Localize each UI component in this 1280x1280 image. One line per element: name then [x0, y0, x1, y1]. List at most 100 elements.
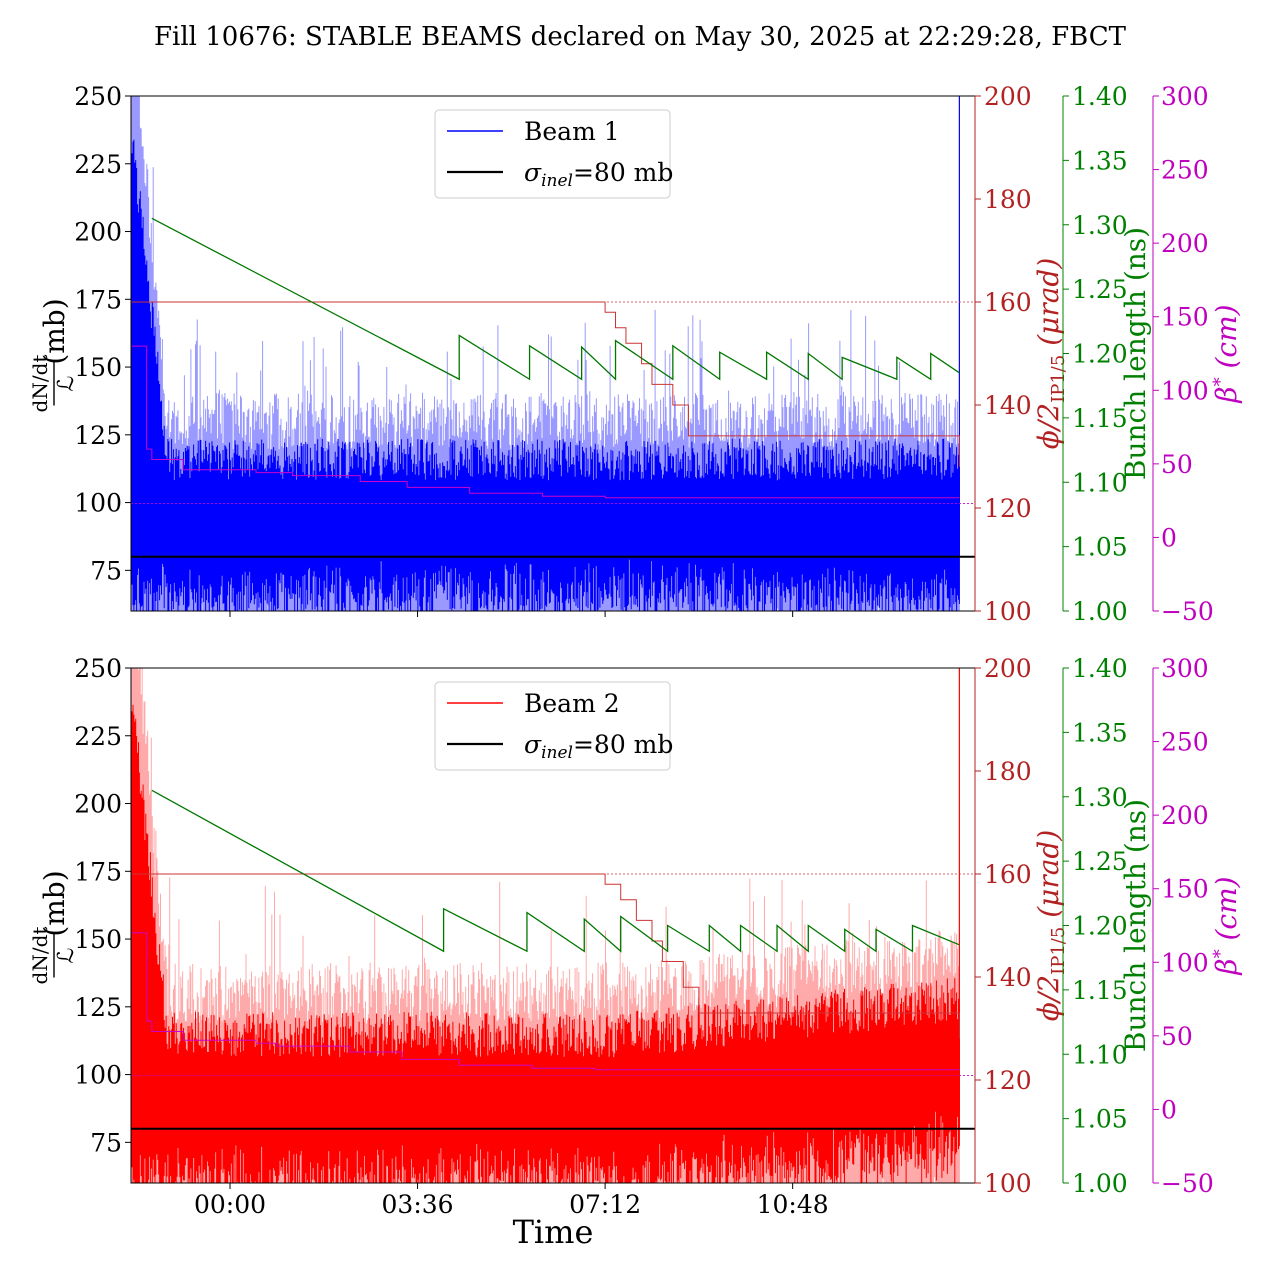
legend-sigma-label: σinel=80 mb — [524, 730, 673, 763]
green-tick-label: 1.05 — [1072, 1105, 1128, 1134]
red-tick-label: 160 — [984, 860, 1032, 889]
beam-series — [131, 139, 960, 611]
green-tick-label: 1.10 — [1072, 1040, 1128, 1069]
left-tick-label: 250 — [74, 654, 122, 683]
bunch-length-line — [151, 789, 960, 953]
magenta-tick-label: 250 — [1161, 728, 1209, 757]
left-tick-label: 225 — [74, 722, 122, 751]
green-tick-label: 1.00 — [1072, 1169, 1128, 1198]
green-tick-label: 1.30 — [1072, 783, 1128, 812]
left-tick-label: 100 — [74, 489, 122, 518]
green-tick-label: 1.40 — [1072, 82, 1128, 111]
red-tick-label: 120 — [984, 494, 1032, 523]
left-tick-label: 250 — [74, 82, 122, 111]
left-axis-label-unit: (mb) — [38, 298, 71, 364]
magenta-tick-label: 200 — [1161, 229, 1209, 258]
x-tick-label: 03:36 — [382, 1190, 454, 1219]
green-tick-label: 1.40 — [1072, 654, 1128, 683]
legend-beam-label: Beam 2 — [524, 689, 620, 718]
left-tick-label: 150 — [74, 353, 122, 382]
crossing-angle-line — [131, 873, 960, 1039]
red-tick-label: 100 — [984, 597, 1032, 626]
magenta-tick-label: 300 — [1161, 654, 1209, 683]
magenta-tick-label: 250 — [1161, 156, 1209, 185]
magenta-tick-label: 100 — [1161, 376, 1209, 405]
green-axis-label: Bunch length (ns) — [1119, 227, 1152, 480]
red-tick-label: 140 — [984, 963, 1032, 992]
left-tick-label: 225 — [74, 150, 122, 179]
magenta-tick-label: 50 — [1161, 450, 1193, 479]
legend-sigma-label: σinel=80 mb — [524, 158, 673, 191]
magenta-axis-label: β* (cm) — [1210, 304, 1243, 403]
red-axis-label: ϕ/2IP1/5 (μrad) — [1032, 258, 1069, 450]
magenta-tick-label: 0 — [1161, 1095, 1177, 1124]
left-axis-label: dN/dt ℒ (mb) — [28, 870, 79, 984]
green-tick-label: 1.25 — [1072, 275, 1128, 304]
magenta-tick-label: 300 — [1161, 82, 1209, 111]
legend-beam-label: Beam 1 — [524, 117, 620, 146]
red-axis-label: ϕ/2IP1/5 (μrad) — [1032, 830, 1069, 1022]
green-tick-label: 1.00 — [1072, 597, 1128, 626]
red-tick-label: 160 — [984, 288, 1032, 317]
left-axis-label-numerator: dN/dt — [28, 355, 52, 413]
x-axis-label: Time — [513, 1213, 594, 1251]
red-tick-label: 100 — [984, 1169, 1032, 1198]
magenta-tick-label: 150 — [1161, 303, 1209, 332]
plot-area — [131, 96, 975, 611]
legend-box — [434, 109, 671, 199]
red-tick-label: 180 — [984, 185, 1032, 214]
left-tick-label: 175 — [74, 857, 122, 886]
magenta-tick-label: 200 — [1161, 801, 1209, 830]
left-axis-label-denominator: ℒ — [54, 376, 79, 392]
magenta-axis-label: β* (cm) — [1210, 876, 1243, 975]
left-tick-label: 200 — [74, 790, 122, 819]
magenta-tick-label: 150 — [1161, 875, 1209, 904]
panel-beam2: 75 100 125 150 175 200 225 250 dN/dt ℒ (mb) 100 120 1… — [28, 654, 1243, 1219]
red-tick-label: 180 — [984, 757, 1032, 786]
left-tick-label: 125 — [74, 421, 122, 450]
crossing-angle-line — [131, 301, 960, 467]
x-tick-label: 07:12 — [569, 1190, 641, 1219]
beta-star-line — [131, 345, 960, 499]
plot-area — [131, 668, 975, 1183]
bunch-length-line — [151, 217, 960, 381]
green-tick-label: 1.15 — [1072, 404, 1128, 433]
magenta-tick-label: −50 — [1161, 597, 1214, 626]
x-tick-label: 10:48 — [757, 1190, 829, 1219]
left-axis-label-unit: (mb) — [38, 870, 71, 936]
green-tick-label: 1.25 — [1072, 847, 1128, 876]
left-tick-label: 100 — [74, 1061, 122, 1090]
red-tick-label: 120 — [984, 1066, 1032, 1095]
left-axis-label: dN/dt ℒ (mb) — [28, 298, 79, 412]
panel-beam1: 75 100 125 150 175 200 225 250 dN/dt ℒ (mb) 100 120 1… — [28, 82, 1243, 626]
beam-series — [131, 704, 960, 1183]
green-tick-label: 1.10 — [1072, 468, 1128, 497]
green-tick-label: 1.35 — [1072, 146, 1128, 175]
left-tick-label: 75 — [90, 556, 122, 585]
left-tick-label: 75 — [90, 1128, 122, 1157]
green-tick-label: 1.15 — [1072, 976, 1128, 1005]
left-tick-label: 200 — [74, 218, 122, 247]
legend-box — [434, 681, 671, 771]
figure-title: Fill 10676: STABLE BEAMS declared on May… — [154, 22, 1127, 52]
beta-star-line — [131, 932, 960, 1071]
green-tick-label: 1.20 — [1072, 912, 1128, 941]
green-axis-label: Bunch length (ns) — [1119, 799, 1152, 1052]
legend: Beam 1 σinel=80 mb — [434, 109, 673, 199]
magenta-tick-label: −50 — [1161, 1169, 1214, 1198]
magenta-tick-label: 50 — [1161, 1022, 1193, 1051]
red-tick-label: 200 — [984, 82, 1032, 111]
red-tick-label: 200 — [984, 654, 1032, 683]
left-tick-label: 125 — [74, 993, 122, 1022]
legend: Beam 2 σinel=80 mb — [434, 681, 673, 771]
left-axis-label-denominator: ℒ — [54, 948, 79, 964]
left-tick-label: 175 — [74, 285, 122, 314]
magenta-tick-label: 100 — [1161, 948, 1209, 977]
green-tick-label: 1.35 — [1072, 718, 1128, 747]
green-tick-label: 1.20 — [1072, 340, 1128, 369]
left-axis-label-numerator: dN/dt — [28, 927, 52, 985]
left-tick-label: 150 — [74, 925, 122, 954]
green-tick-label: 1.05 — [1072, 533, 1128, 562]
green-tick-label: 1.30 — [1072, 211, 1128, 240]
